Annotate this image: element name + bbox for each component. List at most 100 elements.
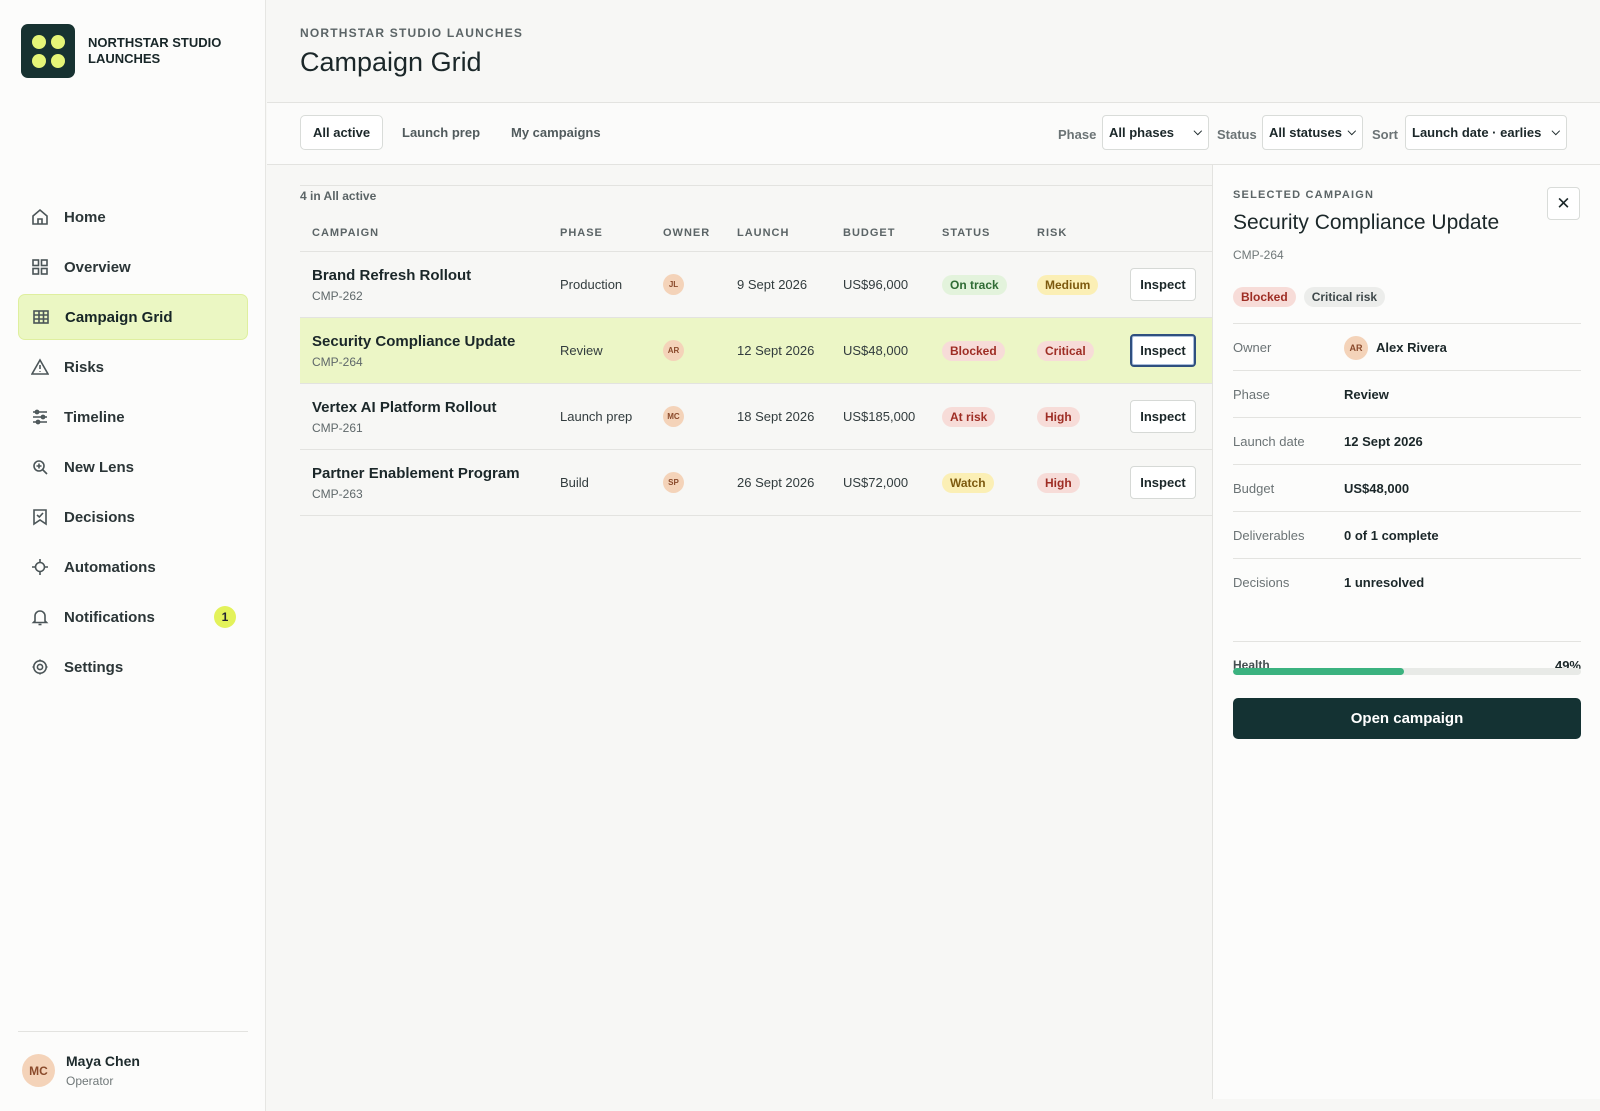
campaign-phase: Launch prep	[560, 409, 633, 424]
sidebar-item-decisions[interactable]: Decisions	[18, 494, 248, 540]
tab-launch-prep[interactable]: Launch prep	[389, 115, 493, 150]
detail-field-phase: Phase Review	[1233, 370, 1581, 418]
sidebar-item-label: Risks	[64, 358, 105, 376]
campaign-name: Vertex AI Platform Rollout	[312, 398, 497, 416]
campaign-name: Brand Refresh Rollout	[312, 266, 472, 284]
detail-title: Security Compliance Update	[1233, 211, 1500, 234]
user-name: Maya Chen	[66, 1053, 140, 1069]
campaign-name: Security Compliance Update	[312, 332, 516, 350]
status-filter-label: Status	[1217, 127, 1257, 142]
field-label: Budget	[1233, 481, 1275, 496]
page-title: Campaign Grid	[300, 47, 482, 77]
risk-badge: High	[1037, 472, 1080, 493]
campaign-budget: US$185,000	[843, 409, 916, 424]
column-header-launch[interactable]: LAUNCH	[737, 227, 790, 239]
field-value: 12 Sept 2026	[1344, 434, 1423, 449]
risk-badge: Critical	[1037, 340, 1094, 361]
brand-logo	[21, 24, 75, 78]
sidebar-item-settings[interactable]: Settings	[18, 644, 248, 690]
sort-value: Launch date · earlies	[1412, 125, 1542, 140]
filter-toolbar: All active Launch prep My campaigns Phas…	[267, 103, 1600, 165]
bell-icon	[31, 608, 49, 626]
lens-icon	[31, 458, 49, 476]
detail-field-budget: Budget US$48,000	[1233, 464, 1581, 512]
sidebar-item-overview[interactable]: Overview	[18, 244, 248, 290]
field-value: Review	[1344, 387, 1389, 402]
inspect-button[interactable]: Inspect	[1130, 466, 1196, 499]
campaign-id: CMP-261	[312, 420, 363, 435]
detail-field-decisions: Decisions 1 unresolved	[1233, 558, 1581, 606]
sidebar-item-automations[interactable]: Automations	[18, 544, 248, 590]
sidebar-item-label: Settings	[64, 658, 124, 676]
column-header-status[interactable]: STATUS	[942, 227, 991, 239]
table-row[interactable]: Partner Enablement Program CMP-263 Build…	[300, 450, 1212, 516]
status-filter-select[interactable]: All statuses ⌵	[1262, 115, 1363, 150]
detail-badges: Blocked Critical risk	[1233, 287, 1386, 307]
sidebar-item-label: Home	[64, 208, 106, 226]
sidebar: NORTHSTAR STUDIO LAUNCHES Home Overview …	[0, 0, 266, 1111]
detail-eyebrow: SELECTED CAMPAIGN	[1233, 189, 1375, 201]
inspect-button[interactable]: Inspect	[1130, 400, 1196, 433]
column-header-campaign[interactable]: CAMPAIGN	[312, 227, 380, 239]
user-role: Operator	[66, 1074, 114, 1088]
chevron-down-icon: ⌵	[1347, 126, 1356, 138]
table-row[interactable]: Security Compliance Update CMP-264 Revie…	[300, 318, 1212, 384]
brand[interactable]: NORTHSTAR STUDIO LAUNCHES	[21, 24, 228, 78]
health-progress-fill	[1233, 668, 1404, 675]
sidebar-item-label: Decisions	[64, 508, 135, 526]
sidebar-item-label: Timeline	[64, 408, 125, 426]
campaign-detail-panel: SELECTED CAMPAIGN Security Compliance Up…	[1212, 165, 1600, 1099]
inspect-button[interactable]: Inspect	[1130, 268, 1196, 301]
detail-campaign-id: CMP-264	[1233, 248, 1284, 262]
field-label: Launch date	[1233, 434, 1305, 449]
sidebar-item-timeline[interactable]: Timeline	[18, 394, 248, 440]
column-header-owner[interactable]: OWNER	[663, 227, 711, 239]
sidebar-item-risks[interactable]: Risks	[18, 344, 248, 390]
sort-select[interactable]: Launch date · earlies ⌵	[1405, 115, 1567, 150]
column-header-budget[interactable]: BUDGET	[843, 227, 896, 239]
risk-badge: Critical risk	[1303, 287, 1386, 307]
column-header-risk[interactable]: RISK	[1037, 227, 1068, 239]
inspect-button[interactable]: Inspect	[1130, 334, 1196, 367]
brand-name: NORTHSTAR STUDIO LAUNCHES	[88, 35, 222, 66]
tab-all-active[interactable]: All active	[300, 115, 384, 150]
risk-badge: High	[1037, 406, 1080, 427]
campaign-launch: 18 Sept 2026	[737, 409, 815, 424]
table-row[interactable]: Brand Refresh Rollout CMP-262 Production…	[300, 252, 1212, 318]
sidebar-item-home[interactable]: Home	[18, 194, 248, 240]
sidebar-item-new-lens[interactable]: New Lens	[18, 444, 248, 490]
campaign-id: CMP-264	[312, 354, 363, 369]
sidebar-item-label: Campaign Grid	[65, 308, 173, 326]
sidebar-item-campaign-grid[interactable]: Campaign Grid	[18, 294, 248, 340]
campaign-phase: Build	[560, 475, 589, 490]
campaign-table: CAMPAIGN PHASE OWNER LAUNCH BUDGET STATU…	[300, 227, 1212, 516]
campaign-id: CMP-263	[312, 486, 363, 501]
sort-label: Sort	[1372, 127, 1398, 142]
page-eyebrow: NORTHSTAR STUDIO LAUNCHES	[300, 26, 524, 40]
owner-avatar: AR	[663, 340, 684, 361]
table-header: CAMPAIGN PHASE OWNER LAUNCH BUDGET STATU…	[300, 227, 1212, 252]
tab-my-campaigns[interactable]: My campaigns	[498, 115, 614, 150]
field-value: 0 of 1 complete	[1344, 528, 1439, 543]
gear-icon	[31, 658, 49, 676]
sidebar-item-label: Overview	[64, 258, 131, 276]
column-header-phase[interactable]: PHASE	[560, 227, 603, 239]
grid-icon	[31, 258, 49, 276]
table-row[interactable]: Vertex AI Platform Rollout CMP-261 Launc…	[300, 384, 1212, 450]
health-progress-bar	[1233, 668, 1581, 675]
open-campaign-button[interactable]: Open campaign	[1233, 698, 1581, 739]
campaign-table-area: 4 in All active CAMPAIGN PHASE OWNER LAU…	[267, 165, 1212, 1111]
sidebar-item-notifications[interactable]: Notifications 1	[18, 594, 248, 640]
campaign-launch: 26 Sept 2026	[737, 475, 815, 490]
home-icon	[31, 208, 49, 226]
campaign-name: Partner Enablement Program	[312, 464, 520, 482]
user-profile[interactable]: MC Maya Chen Operator	[22, 1053, 140, 1088]
warning-icon	[31, 358, 49, 376]
table-icon	[32, 308, 50, 326]
status-badge: On track	[942, 274, 1007, 295]
campaign-launch: 9 Sept 2026	[737, 277, 808, 292]
result-count: 4 in All active	[300, 185, 1212, 203]
close-button[interactable]: ✕	[1547, 187, 1580, 220]
phase-filter-select[interactable]: All phases ⌵	[1102, 115, 1209, 150]
field-value: 1 unresolved	[1344, 575, 1425, 590]
